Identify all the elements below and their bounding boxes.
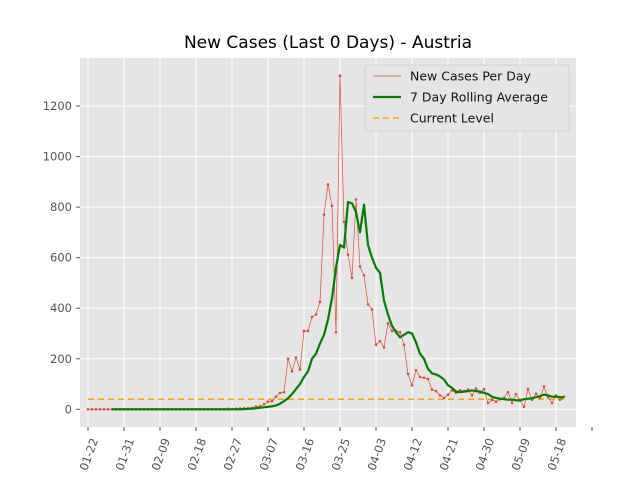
new-cases-point <box>350 276 354 280</box>
new-cases-point <box>490 398 494 402</box>
new-cases-point <box>526 387 530 391</box>
new-cases-point <box>94 408 98 411</box>
new-cases-point <box>510 401 514 405</box>
new-cases-point <box>442 396 446 400</box>
y-axis-ticks: 0 200 400 600 800 1000 1200 <box>43 99 80 416</box>
new-cases-point <box>294 356 298 359</box>
new-cases-point <box>410 383 414 387</box>
y-tick-label: 400 <box>50 301 72 315</box>
new-cases-point <box>98 408 102 411</box>
new-cases-point <box>266 400 270 404</box>
y-tick-label: 800 <box>50 200 72 214</box>
new-cases-point <box>506 390 510 394</box>
legend-label-rolling-average: 7 Day Rolling Average <box>410 90 548 105</box>
new-cases-point <box>362 274 366 277</box>
new-cases-point <box>106 408 110 411</box>
new-cases-point <box>334 330 338 334</box>
new-cases-point <box>482 387 486 391</box>
new-cases-point <box>346 253 350 256</box>
new-cases-point <box>310 315 314 319</box>
new-cases-point <box>382 346 386 349</box>
new-cases-point <box>486 401 490 405</box>
new-cases-point <box>342 220 346 224</box>
y-tick-label: 200 <box>50 352 72 366</box>
new-cases-point <box>522 405 526 409</box>
new-cases-point <box>370 308 374 311</box>
new-cases-point <box>542 385 546 388</box>
grid-lines <box>80 58 593 427</box>
new-cases-point <box>366 303 370 306</box>
new-cases-point <box>414 368 418 372</box>
new-cases-point <box>534 392 538 395</box>
new-cases-point <box>426 377 430 381</box>
new-cases-point <box>102 408 106 411</box>
new-cases-point <box>278 391 282 395</box>
new-cases-point <box>358 265 362 268</box>
new-cases-point <box>446 393 450 396</box>
new-cases-point <box>514 392 518 396</box>
legend-box <box>364 64 570 132</box>
new-cases-point <box>418 375 422 379</box>
legend-label-new-cases: New Cases Per Day <box>410 69 531 84</box>
new-cases-point <box>338 74 342 77</box>
new-cases-point <box>90 408 94 411</box>
series-layer <box>86 74 566 411</box>
new-cases-point <box>282 390 286 394</box>
new-cases-point <box>550 401 554 405</box>
new-cases-point <box>330 204 334 208</box>
new-cases-point <box>302 329 306 333</box>
new-cases-point <box>430 388 434 391</box>
new-cases-point <box>318 300 322 304</box>
series-rolling-average-line <box>112 201 564 411</box>
y-tick-label: 600 <box>50 251 72 265</box>
new-cases-point <box>270 399 274 403</box>
new-cases-point <box>398 330 402 334</box>
new-cases-point <box>386 322 390 325</box>
new-cases-point <box>474 387 478 390</box>
new-cases-point <box>434 389 438 393</box>
new-cases-point <box>274 395 278 398</box>
new-cases-point <box>298 368 302 371</box>
new-cases-point <box>390 329 394 333</box>
y-tick-label: 1200 <box>43 99 72 113</box>
new-cases-point <box>326 183 330 186</box>
new-cases-point <box>438 394 442 397</box>
new-cases-point <box>406 372 410 376</box>
y-tick-label: 0 <box>65 402 72 416</box>
new-cases-point <box>354 198 358 201</box>
new-cases-point <box>402 343 406 347</box>
new-cases-point <box>306 329 310 333</box>
new-cases-point <box>378 339 382 343</box>
new-cases-point <box>322 213 326 216</box>
new-cases-point <box>470 394 474 397</box>
new-cases-point <box>290 370 294 373</box>
new-cases-point <box>494 400 498 404</box>
new-cases-point <box>422 376 426 380</box>
new-cases-point <box>86 408 90 411</box>
chart-title: New Cases (Last 0 Days) - Austria <box>184 33 472 53</box>
new-cases-point <box>374 343 378 347</box>
y-tick-label: 1000 <box>43 150 72 164</box>
new-cases-point <box>314 313 318 316</box>
new-cases-point <box>262 402 266 406</box>
new-cases-point <box>286 357 290 361</box>
legend: New Cases Per Day 7 Day Rolling Average Cu… <box>364 64 570 132</box>
legend-label-current-level: Current Level <box>410 111 494 126</box>
new-cases-point <box>558 398 562 402</box>
